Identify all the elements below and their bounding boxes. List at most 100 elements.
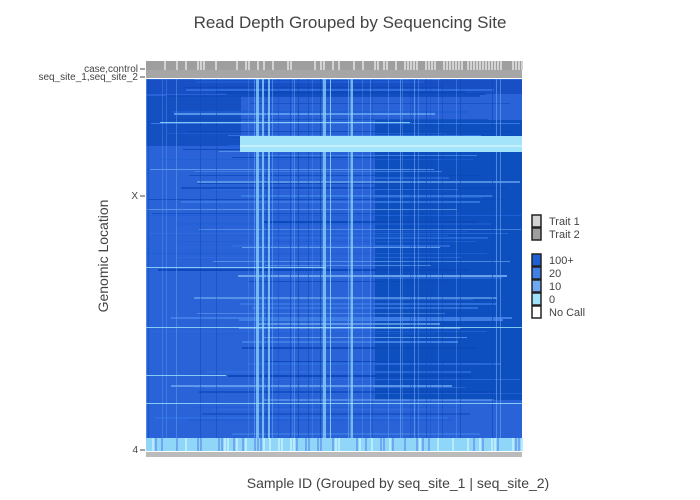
heatmap-row-stripe [149,199,505,200]
annotation-cell [410,61,412,70]
heatmap-row-stripe [226,93,486,95]
heatmap-row-stripe [263,197,482,198]
annotation-cell [518,61,520,70]
heatmap-row-stripe [158,159,473,160]
heatmap-light-row [146,403,522,404]
annotation-cell [434,61,436,70]
heatmap-col-streak [412,79,413,451]
heatmap-bottom-cell [365,438,367,451]
annotation-cell [473,61,475,70]
annotation-cell [521,61,523,70]
heatmap-bottom-cell [278,438,280,451]
annotation-cell [386,61,388,70]
heatmap-row-stripe [146,253,487,254]
heatmap-bottom-cell [242,438,244,451]
heatmap-row-stripe [174,113,435,115]
heatmap-bottom-cell [467,438,469,451]
annotation-cell [236,61,238,70]
heatmap-bottom-cell [392,438,394,451]
depth-legend-swatch-4 [531,305,542,319]
heatmap-col-streak [426,79,427,451]
heatmap-bottom-cell [473,438,475,451]
annotation-strip-seq-site [146,70,522,78]
heatmap-bottom-cell [332,438,334,451]
heatmap-bottom-cell [233,438,235,451]
heatmap-col-streak [308,79,309,451]
heatmap-row-stripe [152,213,425,214]
annotation-cell [245,61,247,70]
heatmap-row-stripe [186,89,494,91]
heatmap-col-streak [272,79,273,451]
heatmap-bottom-cell [422,438,424,451]
heatmap-bottom-cell [416,438,418,451]
heatmap-bottom-cell [281,438,283,451]
trait-legend-label-1: Trait 2 [549,229,580,241]
annotation-cell [488,61,490,70]
annotation-cell [491,61,493,70]
annotation-cell [461,61,463,70]
heatmap-row-stripe [146,209,457,210]
heatmap-bottom-cell [335,438,337,451]
annotation-cell [494,61,496,70]
heatmap-bottom-cell [260,438,262,451]
heatmap-col-streak [372,79,373,451]
heatmap-col-streak [320,79,321,451]
depth-legend-label-4: No Call [549,307,585,319]
depth-legend-label-3: 0 [549,294,555,306]
heatmap-row-stripe [194,79,440,80]
heatmap-col-streak [176,79,177,451]
annotation-cell [470,61,472,70]
heatmap-row-stripe [232,245,450,247]
heatmap-dark-region [375,120,522,400]
annotation-cell [413,61,415,70]
depth-legend-label-2: 10 [549,281,561,293]
heatmap-row-stripe [210,333,435,334]
heatmap-row-stripe [238,275,507,277]
annotation-cell [467,61,469,70]
annotation-label-case-control: case,control [84,64,138,75]
heatmap-col-streak [278,79,279,451]
heatmap-row-stripe [265,361,480,362]
heatmap-col-streak [216,79,217,451]
heatmap-bottom-cell [389,438,391,451]
heatmap-bottom-cell [515,438,517,451]
annotation-cell [287,61,289,70]
heatmap-bottom-cell [491,438,493,451]
heatmap-row-stripe [213,189,458,190]
heatmap-col-streak [166,79,167,451]
heatmap-bottom-cell [371,438,373,451]
heatmap-col-streak [430,79,431,451]
heatmap-col-streak [348,79,349,451]
chart-title: Read Depth Grouped by Sequencing Site [194,13,507,32]
heatmap-row-stripe [256,237,488,239]
heatmap-col-streak [400,79,401,451]
y-tick-label-4: 4 [132,445,138,456]
annotation-cell [431,61,433,70]
heatmap-row-stripe [169,119,488,120]
heatmap-bottom-cell [404,438,406,451]
heatmap-bottom-cell [320,438,322,451]
heatmap-bottom-cell [197,438,199,451]
heatmap-row-stripe [171,317,512,319]
heatmap-bottom-cell [296,438,298,451]
annotation-cell [353,61,355,70]
heatmap-row-stripe [206,371,471,373]
heatmap-col-streak [200,79,201,451]
annotation-cell [512,61,514,70]
heatmap-bottom-cell [218,438,220,451]
heatmap-bottom-cell [317,438,319,451]
heatmap-col-streak [410,79,411,451]
heatmap-row-stripe [150,331,487,332]
heatmap-bottom-cell [236,438,238,451]
heatmap-col-streak [162,79,163,451]
heatmap-bottom-cell [359,438,361,451]
heatmap-light-column [351,79,353,451]
annotation-cell [479,61,481,70]
annotation-cell [443,61,445,70]
heatmap-light-row [146,267,326,268]
heatmap-row-stripe [249,393,522,394]
heatmap-dark-left [146,96,241,146]
annotation-cell [416,61,418,70]
annotation-cell [257,61,259,70]
annotation-cell [215,61,217,70]
